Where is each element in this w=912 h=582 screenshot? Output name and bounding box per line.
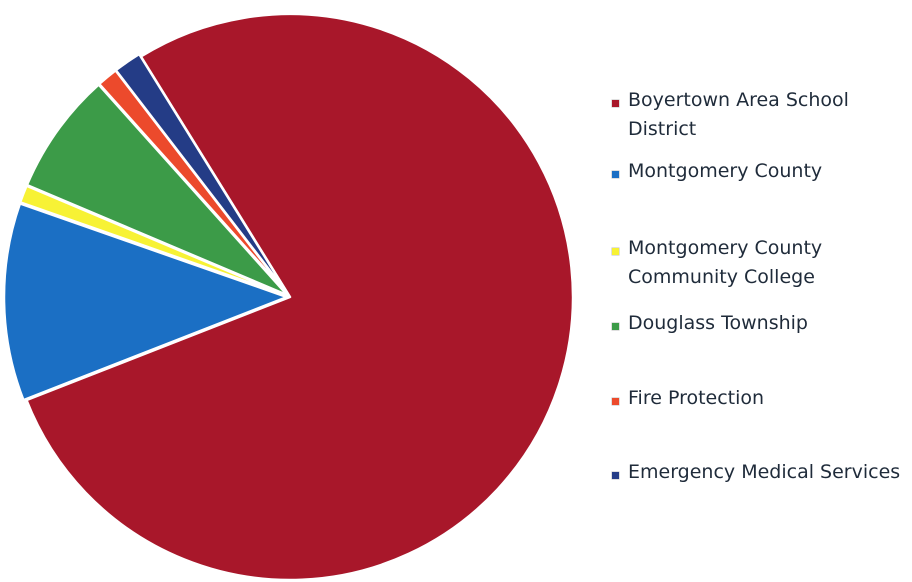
legend-label-boyertown-area-school-district: Boyertown Area School District bbox=[628, 86, 849, 144]
legend-swatch-emergency-medical-services bbox=[612, 472, 619, 479]
legend-label-emergency-medical-services: Emergency Medical Services bbox=[628, 458, 900, 487]
legend-label-montgomery-county: Montgomery County bbox=[628, 157, 822, 186]
legend-label-line: Fire Protection bbox=[628, 387, 765, 409]
legend-swatch-douglass-township bbox=[612, 323, 619, 330]
chart-legend: Boyertown Area School District Montgomer… bbox=[612, 0, 912, 582]
legend-swatch-montgomery-county-community-college bbox=[612, 248, 619, 255]
legend-swatch-boyertown-area-school-district bbox=[612, 100, 619, 107]
legend-item-montgomery-county: Montgomery County bbox=[612, 160, 822, 186]
legend-swatch-fire-protection bbox=[612, 398, 619, 405]
legend-label-line: Montgomery County bbox=[628, 160, 823, 182]
legend-item-fire-protection: Fire Protection bbox=[612, 387, 764, 413]
legend-item-douglass-township: Douglass Township bbox=[612, 312, 808, 338]
legend-label-line: Douglass Township bbox=[628, 312, 808, 334]
legend-label-line: District bbox=[628, 118, 697, 140]
legend-item-montgomery-county-community-college: Montgomery County Community College bbox=[612, 237, 822, 292]
pie-slice-douglass-township bbox=[25, 83, 289, 297]
pie-slice-montgomery-county bbox=[2, 202, 289, 402]
legend-label-montgomery-county-community-college: Montgomery County Community College bbox=[628, 234, 822, 292]
legend-label-douglass-township: Douglass Township bbox=[628, 309, 808, 338]
legend-item-emergency-medical-services: Emergency Medical Services bbox=[612, 461, 900, 487]
legend-label-line: Community College bbox=[628, 266, 815, 288]
pie-slice-boyertown-area-school-district bbox=[25, 12, 575, 582]
pie-plot-area bbox=[2, 12, 575, 582]
legend-label-line: Montgomery County bbox=[628, 237, 823, 259]
legend-label-line: Boyertown Area School bbox=[628, 89, 849, 111]
legend-label-fire-protection: Fire Protection bbox=[628, 384, 764, 413]
legend-label-line: Emergency Medical Services bbox=[628, 461, 901, 483]
legend-item-boyertown-area-school-district: Boyertown Area School District bbox=[612, 89, 849, 144]
legend-swatch-montgomery-county bbox=[612, 171, 619, 178]
pie-slice-emergency-medical-services bbox=[114, 52, 290, 296]
